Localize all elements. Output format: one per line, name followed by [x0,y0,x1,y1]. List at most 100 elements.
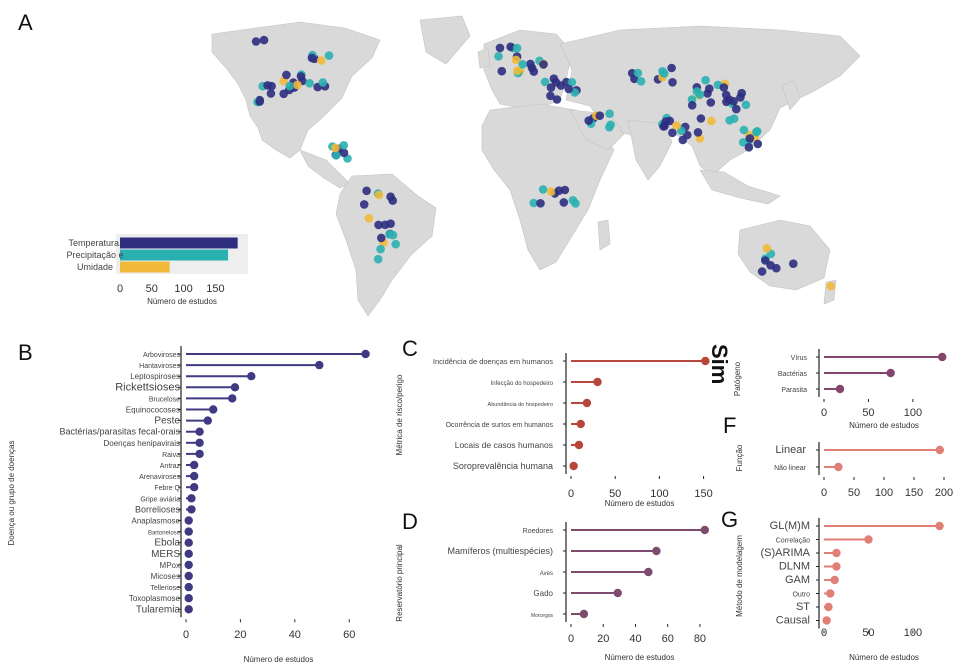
category-label: Rickettsioses [115,381,180,393]
tick-label: 50 [862,407,874,419]
study-point [339,148,349,158]
tick-label: 150 [206,283,224,295]
study-point [495,43,505,53]
lollipop-point [832,548,841,558]
tick-label: 40 [289,629,301,641]
chart-panel-b: B Arboviroses Hantaviroses LeptospirosesRic… [7,340,370,664]
lollipop-point [184,560,193,570]
tick-label: 20 [234,629,246,641]
study-point [706,98,716,107]
category-label: Ocorrência de surtos em humanos [446,422,554,429]
study-point [559,198,569,207]
study-point [527,63,537,73]
study-point [745,134,755,143]
study-point [772,263,781,273]
lollipop-point [228,394,237,403]
study-point [296,72,306,81]
bar-Temperatura, [120,237,238,249]
study-point [668,128,677,138]
lollipop-point [195,438,204,447]
panel-letter-g: G [721,507,738,532]
lollipop-point [700,525,709,535]
study-point [757,267,767,276]
category-label: Outro [792,592,810,599]
tick-label: 0 [568,633,574,645]
lollipop-point [593,377,602,387]
lollipop-point [315,360,324,370]
study-point [633,68,643,78]
study-point [739,125,749,135]
study-location-points [251,35,836,291]
study-point [279,89,289,99]
study-point [324,51,334,60]
lollipop-point [579,609,589,619]
study-point [374,190,384,200]
study-point [307,53,317,63]
category-label: MPox [160,561,180,570]
study-point [701,75,710,85]
category-label: Arenaviroses [139,474,180,481]
study-point [529,198,538,208]
tick-label: 100 [904,627,922,639]
lollipop-point [569,461,578,471]
bar-Umidade [120,261,170,273]
study-point [497,66,507,76]
study-point [386,192,395,201]
tick-label: 150 [905,487,923,499]
category-label: Telleriose [150,585,180,592]
category-label: Equinococoses [126,406,180,415]
category-label: Peste [154,416,180,427]
chart-panel-f: F Linear Não linear 0 50 100 150 200 Função [723,413,953,499]
study-point [255,97,264,106]
tick-label: 150 [694,488,712,500]
chart-panel-e: Sim Vírus Bactérias Parasita 0 50 100 Número de… [707,344,947,430]
category-label: Toxoplasmose [129,594,181,603]
study-point [789,259,798,269]
study-point [549,74,559,83]
lollipop-point [361,349,370,359]
study-point [293,80,302,90]
tick-label: 0 [568,488,574,500]
category-label: Anaplasmose [132,517,181,526]
lollipop-point [184,571,193,581]
x-axis-title: Número de estudos [244,655,314,664]
land-uk [477,47,491,69]
lollipop-point [184,549,193,558]
panel-letter-c: C [402,336,418,361]
category-label: Antraz [160,463,181,470]
tick-label: 50 [848,487,860,499]
study-point [753,139,763,149]
tick-label: 0 [821,407,827,419]
tick-label: 60 [662,633,674,645]
panel-letter-d: D [402,509,418,534]
lollipop-point [209,405,218,414]
y-axis-title: Reservatório principal [395,544,404,622]
panel-letter-e: Sim [707,344,732,384]
lollipop-point [864,535,873,544]
category-label: Doenças henipavirais [104,439,181,448]
y-axis-title: Função [735,444,744,471]
panel-letter-f: F [723,413,736,438]
tick-label: 0 [183,629,189,641]
category-label: Correlação [776,538,810,545]
study-point [511,55,521,65]
study-point [584,116,593,125]
study-point [546,83,556,92]
lollipop-point [701,356,710,366]
category-label: (S)ARIMA [761,547,811,559]
lollipop-point [203,416,212,425]
study-point [752,127,762,136]
lollipop-point [613,588,622,598]
lollipop-point [184,594,193,603]
study-point [595,111,605,120]
lollipop-point [835,384,845,394]
lollipop-point [187,494,196,503]
study-point [305,79,314,88]
category-label: ST [796,601,810,613]
study-point [251,37,261,46]
lollipop-point [824,602,833,612]
category-label: Leptospiroses [130,372,180,381]
category-label: GAM [785,574,810,586]
land-southeast-asia-islands [699,169,781,205]
study-point [259,35,269,45]
